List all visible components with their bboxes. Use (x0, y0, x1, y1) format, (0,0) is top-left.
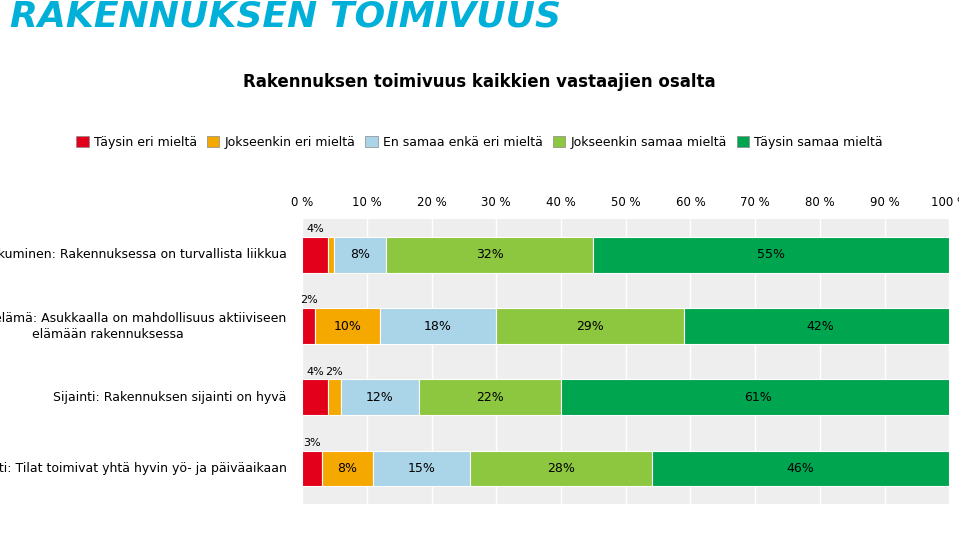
Text: 10%: 10% (334, 319, 362, 333)
Bar (328, 379, 341, 415)
Bar (328, 237, 335, 273)
Text: Rakennuksen toimivuus kaikkien vastaajien osalta: Rakennuksen toimivuus kaikkien vastaajie… (244, 73, 715, 91)
Bar (561, 379, 956, 415)
Text: Aktiivinen elämä: Asukkaalla on mahdollisuus aktiiviseen
elämään rakennuksessa: Aktiivinen elämä: Asukkaalla on mahdolli… (0, 312, 287, 340)
Bar (497, 308, 684, 344)
Text: 18%: 18% (424, 319, 452, 333)
Text: RAKENNUKSEN TOIMIVUUS: RAKENNUKSEN TOIMIVUUS (10, 0, 561, 33)
Text: 2%: 2% (299, 295, 317, 305)
Text: 55%: 55% (758, 248, 785, 261)
Bar (386, 237, 594, 273)
Text: Turvallinen liikkuminen: Rakennuksessa on turvallista liikkua: Turvallinen liikkuminen: Rakennuksessa o… (0, 248, 287, 261)
Bar (652, 450, 949, 487)
Text: 61%: 61% (744, 391, 772, 404)
Text: 4%: 4% (306, 367, 324, 376)
Text: 32%: 32% (476, 248, 503, 261)
Bar (302, 450, 321, 487)
Bar (373, 450, 470, 487)
Text: 4%: 4% (306, 224, 324, 234)
Bar (418, 379, 561, 415)
Bar (302, 379, 328, 415)
Text: 3%: 3% (303, 438, 320, 448)
Text: 46%: 46% (786, 462, 814, 475)
Text: 2%: 2% (325, 367, 343, 376)
Bar (321, 450, 373, 487)
Text: 12%: 12% (366, 391, 393, 404)
Text: 8%: 8% (350, 248, 370, 261)
Bar (594, 237, 949, 273)
Text: 22%: 22% (476, 391, 503, 404)
Text: 42%: 42% (807, 319, 833, 333)
Legend: Täysin eri mieltä, Jokseenkin eri mieltä, En samaa enkä eri mieltä, Jokseenkin s: Täysin eri mieltä, Jokseenkin eri mieltä… (71, 131, 888, 154)
Text: 29%: 29% (576, 319, 604, 333)
Text: 28%: 28% (547, 462, 575, 475)
Bar (335, 237, 386, 273)
Text: Sijainti: Rakennuksen sijainti on hyvä: Sijainti: Rakennuksen sijainti on hyvä (54, 391, 287, 404)
Bar (302, 308, 315, 344)
Text: RAMBOLL: RAMBOLL (11, 520, 100, 537)
Bar (341, 379, 418, 415)
Text: 15%: 15% (408, 462, 435, 475)
Bar (684, 308, 956, 344)
Bar (380, 308, 497, 344)
Text: Tilat yleisesti: Tilat toimivat yhtä hyvin yö- ja päiväaikaan: Tilat yleisesti: Tilat toimivat yhtä hyv… (0, 462, 287, 475)
Bar (302, 237, 328, 273)
Text: 8%: 8% (338, 462, 358, 475)
Bar (315, 308, 380, 344)
Bar (470, 450, 652, 487)
